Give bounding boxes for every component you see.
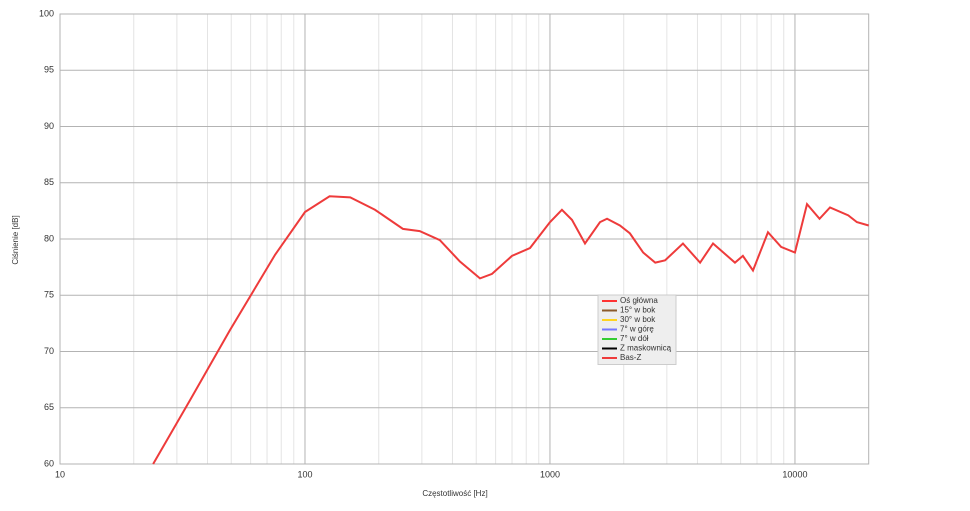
x-tick-label: 1000 bbox=[540, 469, 560, 479]
y-tick-label: 60 bbox=[44, 458, 54, 468]
y-axis-label: Ciśnienie [dB] bbox=[11, 215, 20, 264]
y-tick-label: 70 bbox=[44, 346, 54, 356]
x-axis-label: Częstotliwość [Hz] bbox=[422, 489, 487, 498]
plot-frame bbox=[59, 13, 870, 465]
y-tick-label: 100 bbox=[39, 8, 54, 18]
y-tick-label: 85 bbox=[44, 177, 54, 187]
x-tick-label: 10000 bbox=[782, 469, 807, 479]
y-tick-label: 80 bbox=[44, 233, 54, 243]
legend-label: Oś główna bbox=[620, 296, 658, 305]
legend-label: 7° w górę bbox=[620, 325, 654, 334]
x-tick-label: 100 bbox=[297, 469, 312, 479]
legend-label: 7° w dół bbox=[620, 334, 649, 343]
data-line bbox=[152, 195, 869, 465]
x-tick-label: 10 bbox=[55, 469, 65, 479]
legend-label: Z maskownicą bbox=[620, 344, 672, 353]
legend-label: Bas-Z bbox=[620, 353, 641, 362]
y-tick-label: 75 bbox=[44, 290, 54, 300]
legend-label: 15° w bok bbox=[620, 306, 656, 315]
y-tick-label: 95 bbox=[44, 65, 54, 75]
legend-label: 30° w bok bbox=[620, 315, 656, 324]
y-tick-label: 65 bbox=[44, 402, 54, 412]
y-tick-label: 90 bbox=[44, 121, 54, 131]
